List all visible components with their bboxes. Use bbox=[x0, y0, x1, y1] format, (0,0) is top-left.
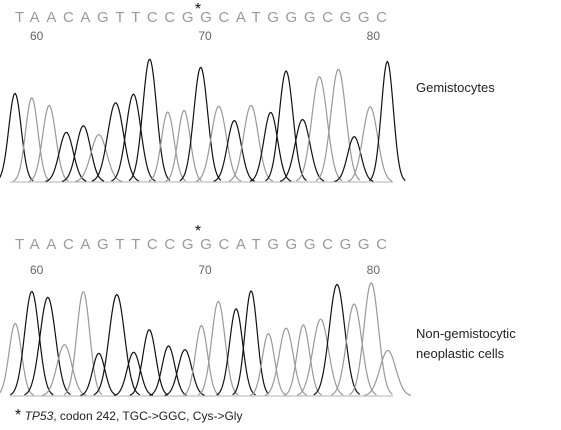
panel-label: neoplastic cells bbox=[416, 346, 505, 361]
sequence: TAACAGTTCCGGCATGGGCGGC bbox=[15, 9, 387, 26]
trace-peak bbox=[331, 304, 376, 395]
footnote-marker: * bbox=[15, 407, 21, 424]
trace-peak bbox=[183, 325, 219, 395]
trace-peak bbox=[296, 77, 342, 181]
trace-peak bbox=[24, 297, 70, 395]
sequence: TAACAGTTCCGGCATGGGCGGC bbox=[15, 236, 387, 253]
trace-peak bbox=[42, 345, 86, 396]
position: 80 bbox=[367, 263, 381, 277]
position: 60 bbox=[30, 263, 44, 277]
trace-peak bbox=[94, 295, 140, 395]
figure: * TAACAGTTCCGGCATGGGCGGC 60 70 80 Gemist… bbox=[0, 0, 561, 430]
trace-peak bbox=[129, 59, 170, 180]
trace-peak bbox=[64, 292, 102, 395]
trace-peak bbox=[92, 103, 139, 181]
trace-peak bbox=[285, 325, 322, 395]
trace-peak bbox=[114, 352, 153, 395]
position: 60 bbox=[30, 29, 44, 43]
trace-peak bbox=[180, 67, 221, 180]
trace-peak bbox=[45, 132, 86, 181]
trace-peak bbox=[165, 350, 205, 396]
panel-label: Non-gemistocytic bbox=[416, 326, 516, 341]
position: 70 bbox=[198, 263, 212, 277]
position: 70 bbox=[198, 29, 212, 43]
panel: * TAACAGTTCCGGCATGGGCGGC 60 70 80 Gemist… bbox=[0, 1, 495, 182]
panel: * TAACAGTTCCGGCATGGGCGGC 60 70 80 Non-ge… bbox=[0, 223, 516, 396]
footnote-text: , codon 242, TGC->GGC, Cys->Gly bbox=[53, 409, 242, 423]
trace-peak bbox=[349, 283, 392, 395]
gene-name: TP53 bbox=[25, 409, 54, 423]
trace-peak bbox=[265, 71, 306, 181]
trace-peak bbox=[217, 309, 256, 395]
trace-peak bbox=[314, 285, 360, 395]
trace-peak bbox=[196, 106, 241, 181]
trace-peak bbox=[198, 301, 238, 395]
trace-peak bbox=[30, 106, 69, 182]
trace-peak bbox=[10, 292, 53, 395]
trace-peak bbox=[233, 291, 269, 395]
panel-label: Gemistocytes bbox=[416, 80, 495, 95]
position: 80 bbox=[367, 29, 381, 43]
footnote: * TP53, codon 242, TGC->GGC, Cys->Gly bbox=[15, 407, 242, 424]
trace-peak bbox=[229, 105, 273, 181]
